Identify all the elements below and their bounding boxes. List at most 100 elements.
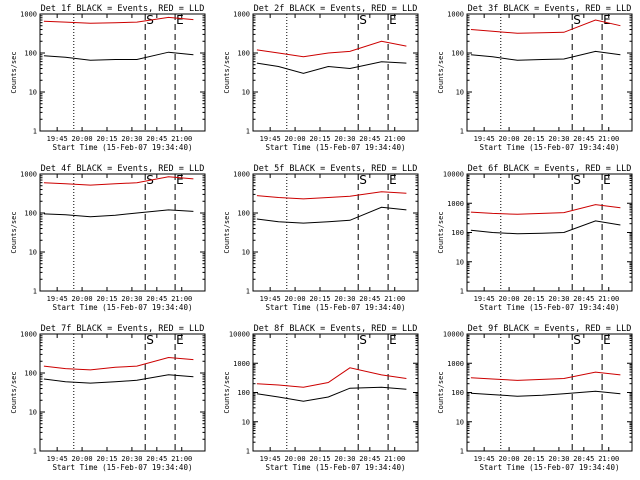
- end-marker: E: [389, 13, 397, 27]
- y-axis-label: Counts/sec: [437, 371, 445, 413]
- x-tick-label: 20:15: [309, 295, 330, 303]
- start-marker: S: [359, 333, 367, 347]
- y-tick-label: 10: [29, 249, 37, 257]
- y-tick-label: 1: [460, 288, 464, 296]
- x-tick-label: 20:45: [573, 135, 594, 143]
- x-tick-label: 21:00: [171, 455, 192, 463]
- x-tick-label: 20:30: [548, 295, 569, 303]
- x-tick-label: 19:45: [47, 135, 68, 143]
- panel-6: Det 6f BLACK = Events, RED = LLD 1 10 100 10…: [437, 164, 633, 312]
- y-axis-label: Counts/sec: [223, 371, 231, 413]
- x-tick-label: 20:15: [309, 455, 330, 463]
- x-tick-label: 20:30: [548, 135, 569, 143]
- x-tick-label: 21:00: [598, 135, 619, 143]
- series-line-black: [43, 51, 194, 61]
- y-tick-label: 1000: [20, 331, 37, 339]
- series-line-black: [43, 209, 194, 218]
- y-axis-label: Counts/sec: [223, 211, 231, 253]
- panel-title: Det 3f BLACK = Events, RED = LLD: [468, 4, 632, 14]
- x-axis-label: Start Time (15-Feb-07 19:34:40): [266, 143, 406, 152]
- x-tick-label: 19:45: [260, 455, 281, 463]
- x-tick-label: 20:45: [359, 455, 380, 463]
- x-axis-label: Start Time (15-Feb-07 19:34:40): [53, 463, 193, 472]
- y-tick-label: 1: [460, 128, 464, 136]
- x-tick-label: 20:15: [309, 135, 330, 143]
- x-tick-label: 20:30: [334, 135, 355, 143]
- panel-title: Det 2f BLACK = Events, RED = LLD: [254, 4, 418, 14]
- x-tick-label: 20:45: [146, 295, 167, 303]
- y-tick-label: 1000: [20, 171, 37, 179]
- x-tick-label: 20:15: [96, 135, 117, 143]
- x-tick-label: 20:45: [573, 295, 594, 303]
- x-tick-label: 20:00: [499, 295, 520, 303]
- start-marker: S: [359, 173, 367, 187]
- y-tick-label: 10: [456, 418, 464, 426]
- panel-title: Det 4f BLACK = Events, RED = LLD: [41, 164, 205, 174]
- x-tick-label: 20:00: [285, 455, 306, 463]
- y-tick-label: 1: [33, 288, 37, 296]
- x-tick-label: 20:30: [121, 455, 142, 463]
- panel-title: Det 1f BLACK = Events, RED = LLD: [41, 4, 205, 14]
- y-tick-label: 1: [246, 128, 250, 136]
- x-tick-label: 20:45: [359, 135, 380, 143]
- plot-frame: [466, 13, 633, 132]
- panel-title: Det 8f BLACK = Events, RED = LLD: [254, 324, 418, 334]
- plot-frame: [252, 173, 419, 292]
- panel-9: Det 9f BLACK = Events, RED = LLD 1 10 100 10…: [437, 324, 633, 472]
- start-marker: S: [359, 13, 367, 27]
- y-tick-label: 10: [242, 249, 250, 257]
- series-line-black: [256, 61, 407, 74]
- panel-title: Det 9f BLACK = Events, RED = LLD: [468, 324, 632, 334]
- x-tick-label: 19:45: [474, 295, 495, 303]
- end-marker: E: [176, 333, 184, 347]
- y-tick-label: 10000: [229, 331, 250, 339]
- series-line-black: [256, 386, 407, 402]
- x-tick-label: 20:00: [499, 455, 520, 463]
- panel-4: Det 4f BLACK = Events, RED = LLD 1 10 100 10…: [10, 164, 206, 312]
- panel-title: Det 5f BLACK = Events, RED = LLD: [254, 164, 418, 174]
- y-axis-label: Counts/sec: [10, 211, 18, 253]
- x-tick-label: 20:30: [121, 135, 142, 143]
- panel-title: Det 6f BLACK = Events, RED = LLD: [468, 164, 632, 174]
- end-marker: E: [389, 333, 397, 347]
- end-marker: E: [176, 173, 184, 187]
- y-tick-label: 100: [24, 370, 37, 378]
- x-tick-label: 20:00: [72, 295, 93, 303]
- x-axis-label: Start Time (15-Feb-07 19:34:40): [266, 463, 406, 472]
- end-marker: E: [176, 13, 184, 27]
- x-tick-label: 20:00: [285, 135, 306, 143]
- x-tick-label: 20:15: [96, 455, 117, 463]
- panel-8: Det 8f BLACK = Events, RED = LLD 1 10 100 10…: [223, 324, 419, 472]
- x-tick-label: 19:45: [474, 455, 495, 463]
- x-tick-label: 20:30: [548, 455, 569, 463]
- series-line-red: [256, 40, 407, 58]
- start-marker: S: [573, 173, 581, 187]
- y-tick-label: 1000: [233, 11, 250, 19]
- x-tick-label: 20:15: [523, 135, 544, 143]
- x-tick-label: 20:30: [334, 295, 355, 303]
- x-axis-label: Start Time (15-Feb-07 19:34:40): [266, 303, 406, 312]
- y-tick-label: 1: [33, 128, 37, 136]
- start-marker: S: [573, 333, 581, 347]
- x-axis-label: Start Time (15-Feb-07 19:34:40): [53, 143, 193, 152]
- y-tick-label: 1: [33, 448, 37, 456]
- x-tick-label: 19:45: [260, 135, 281, 143]
- x-tick-label: 19:45: [47, 295, 68, 303]
- plot-frame: [39, 173, 206, 292]
- y-tick-label: 1000: [20, 11, 37, 19]
- series-line-black: [470, 390, 621, 397]
- y-tick-label: 1: [246, 448, 250, 456]
- x-tick-label: 20:45: [146, 455, 167, 463]
- end-marker: E: [603, 13, 611, 27]
- y-tick-label: 10000: [443, 171, 464, 179]
- y-axis-label: Counts/sec: [437, 211, 445, 253]
- y-tick-label: 100: [237, 389, 250, 397]
- y-axis-label: Counts/sec: [10, 51, 18, 93]
- x-tick-label: 20:15: [523, 295, 544, 303]
- x-tick-label: 21:00: [171, 135, 192, 143]
- series-line-red: [470, 204, 621, 215]
- y-tick-label: 1000: [447, 200, 464, 208]
- x-tick-label: 20:45: [359, 295, 380, 303]
- end-marker: E: [603, 333, 611, 347]
